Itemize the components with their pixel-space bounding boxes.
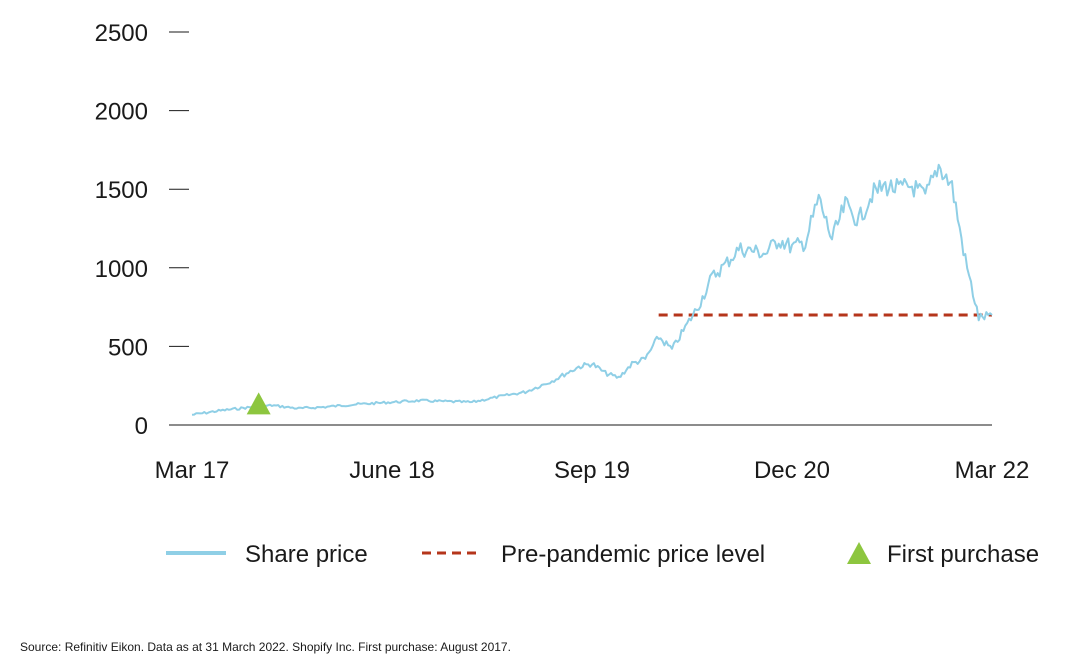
y-tick-label: 0 xyxy=(135,413,148,440)
x-tick-label: Mar 17 xyxy=(155,457,230,484)
share-price-line xyxy=(191,163,993,416)
legend-first-purchase-label: First purchase xyxy=(887,541,1039,568)
y-tick-label: 2000 xyxy=(95,99,148,126)
plot-area xyxy=(191,163,993,416)
x-tick-label: June 18 xyxy=(349,457,434,484)
source-note: Source: Refinitiv Eikon. Data as at 31 M… xyxy=(20,640,511,654)
y-tick-label: 2500 xyxy=(95,20,148,47)
legend-pre-pandemic-label: Pre-pandemic price level xyxy=(501,541,765,568)
y-tick-label: 1000 xyxy=(95,256,148,283)
y-tick-label: 1500 xyxy=(95,177,148,204)
x-tick-label: Dec 20 xyxy=(754,457,830,484)
y-tick-label: 500 xyxy=(108,334,148,361)
x-axis: Mar 17 June 18 Sep 19 Dec 20 Mar 22 xyxy=(155,424,1030,484)
legend-first-purchase-swatch xyxy=(847,542,871,564)
x-tick-label: Mar 22 xyxy=(955,457,1030,484)
x-tick-label: Sep 19 xyxy=(554,457,630,484)
first-purchase-marker xyxy=(246,392,271,415)
legend: Share price Pre-pandemic price level Fir… xyxy=(166,541,1039,568)
legend-share-price-label: Share price xyxy=(245,541,368,568)
y-axis: 0 500 1000 1500 2000 2500 xyxy=(95,20,189,440)
